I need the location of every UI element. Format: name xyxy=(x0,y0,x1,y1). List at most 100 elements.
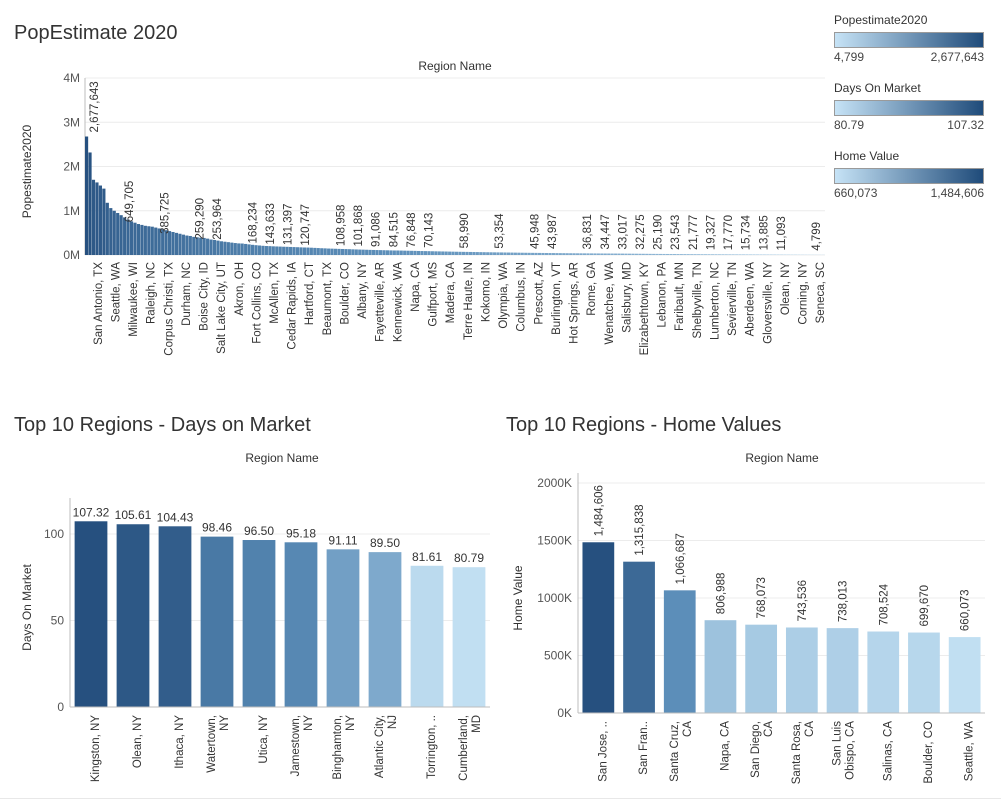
x-tick-label: Prescott, AZ xyxy=(533,262,545,325)
bar xyxy=(603,253,607,255)
bar xyxy=(444,251,448,255)
y-tick-label: 0K xyxy=(557,706,572,720)
bar xyxy=(731,254,735,255)
bar xyxy=(158,526,192,707)
bar xyxy=(721,254,725,255)
bar xyxy=(102,188,106,255)
bar xyxy=(662,253,666,255)
bar xyxy=(548,253,552,255)
data-label: 21,777 xyxy=(688,215,700,250)
bar xyxy=(697,254,701,255)
bar xyxy=(520,252,524,255)
x-tick-label: Seattle, WA xyxy=(964,721,976,782)
bar xyxy=(676,254,680,255)
bar xyxy=(704,620,737,713)
bar xyxy=(226,242,230,255)
data-label: 45,948 xyxy=(529,214,541,249)
bar xyxy=(147,226,151,255)
y-axis-title: Popestimate2020 xyxy=(20,124,34,218)
data-label: 143,633 xyxy=(265,203,277,245)
bar xyxy=(655,253,659,255)
bar xyxy=(586,253,590,255)
x-tick-label: Hot Springs, AR xyxy=(569,262,581,344)
bar xyxy=(486,252,490,255)
legend-home-value-title: Home Value xyxy=(834,149,900,163)
bar xyxy=(254,245,258,255)
x-tick-label: Torrington, .. xyxy=(426,715,438,779)
legend-days-on-market-ramp xyxy=(834,100,984,116)
legend-days-on-market-title: Days On Market xyxy=(834,81,921,95)
bar xyxy=(285,246,289,255)
x-tick-label: Madera, CA xyxy=(445,262,457,324)
legend-home-value-ramp xyxy=(834,168,984,184)
bar xyxy=(826,628,859,713)
bar xyxy=(109,208,113,255)
x-tick-label: Cedar Rapids, IA xyxy=(287,262,299,350)
x-tick-label: Elizabethtown, KY xyxy=(639,262,651,356)
bar xyxy=(358,249,362,255)
x-tick-label: Gloversville, NY xyxy=(762,262,774,344)
data-label: 708,524 xyxy=(878,583,890,625)
x-tick-label: Beaumont, TX xyxy=(322,262,334,336)
bar xyxy=(610,253,614,255)
x-tick-label: Aberdeen, WA xyxy=(745,262,757,337)
bar xyxy=(762,254,766,255)
bar xyxy=(406,250,410,255)
x-tick-label: Watertown,NY xyxy=(206,715,231,773)
bar xyxy=(867,631,900,713)
bar xyxy=(430,251,434,255)
bar xyxy=(700,254,704,255)
x-tick-label: Utica, NY xyxy=(258,715,270,764)
bar xyxy=(403,250,407,255)
bar xyxy=(230,242,234,255)
bar xyxy=(437,251,441,255)
bar xyxy=(378,250,383,255)
x-axis-title: Region Name xyxy=(245,451,319,465)
bar xyxy=(140,224,144,255)
x-tick-label: Sevierville, TN xyxy=(727,262,739,336)
x-tick-label: Boulder, CO xyxy=(339,262,351,325)
legend-home-value-min: 660,073 xyxy=(834,186,878,200)
bar xyxy=(112,210,116,255)
bar xyxy=(275,246,279,255)
bar xyxy=(510,252,514,255)
data-label: 253,964 xyxy=(212,198,224,240)
bar xyxy=(344,249,348,255)
y-tick-label: 4M xyxy=(63,71,80,85)
bar xyxy=(631,253,635,255)
y-tick-label: 2M xyxy=(63,160,80,174)
data-label: 105.61 xyxy=(115,508,152,522)
data-label: 23,543 xyxy=(670,215,682,250)
x-tick-label: Fayetteville, AR xyxy=(375,262,387,342)
bar xyxy=(361,249,365,255)
bar xyxy=(745,624,778,713)
x-tick-label: San Fran.. xyxy=(638,721,650,775)
bar xyxy=(116,524,150,707)
bar xyxy=(250,244,255,255)
bar xyxy=(88,152,92,255)
bar xyxy=(714,254,718,255)
bar xyxy=(551,253,555,255)
bar xyxy=(174,232,179,255)
data-label: 738,013 xyxy=(838,581,850,623)
bar xyxy=(544,253,549,255)
x-tick-label: Atlantic City,NJ xyxy=(374,715,399,778)
bar xyxy=(669,253,673,255)
bar xyxy=(126,219,130,255)
chart-title-days-on-market: Top 10 Regions - Days on Market xyxy=(14,414,311,436)
bar xyxy=(785,627,818,713)
bar xyxy=(461,251,466,255)
x-tick-label: Cumberland,MD xyxy=(458,715,483,781)
bar xyxy=(302,247,307,255)
data-label: 81.61 xyxy=(412,550,442,564)
legend-popestimate-ramp xyxy=(834,32,984,48)
bar xyxy=(499,252,504,255)
bar xyxy=(472,252,476,255)
bar xyxy=(659,253,663,255)
legend-days-on-market: Days On Market 80.79 107.32 xyxy=(834,80,984,132)
data-label: 11,093 xyxy=(776,216,788,250)
x-tick-label: Santa Rosa,CA xyxy=(791,721,816,785)
bar xyxy=(479,252,483,255)
bar xyxy=(724,254,728,255)
bar xyxy=(129,221,134,255)
